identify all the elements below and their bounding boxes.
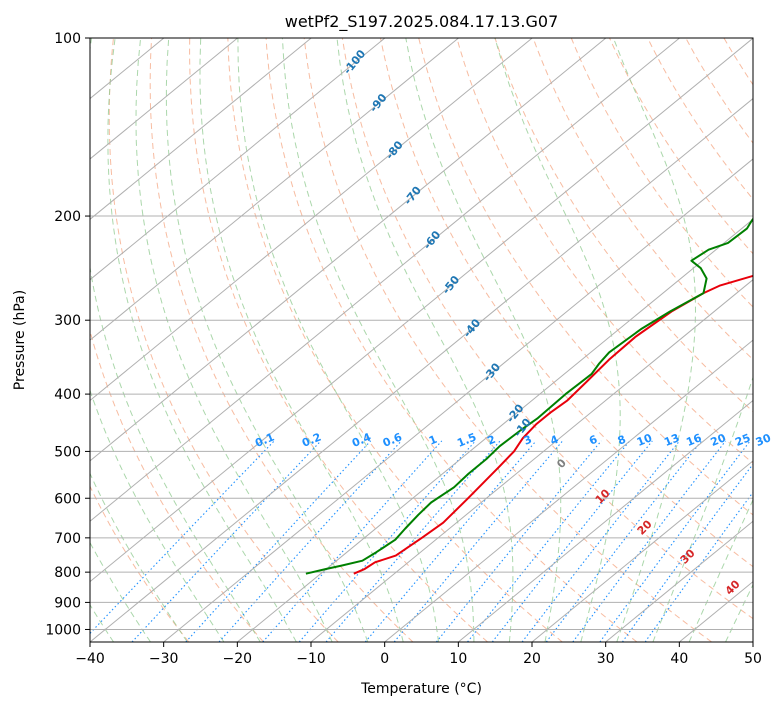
dry-adiabat-line bbox=[149, 38, 414, 642]
mixing-ratio-line bbox=[185, 440, 372, 642]
isotherm-line bbox=[531, 460, 753, 642]
isotherm-line bbox=[90, 38, 238, 160]
axes: −40 −30 −20 −10 0 10 20 30 40 50 100 200 300 400 500 60… bbox=[45, 31, 762, 667]
moist-adiabat-line bbox=[405, 38, 562, 642]
moist-adiabat-line bbox=[237, 38, 440, 642]
mixing-ratio-label: 13 bbox=[662, 431, 681, 449]
data-series bbox=[305, 217, 753, 575]
x-tick-label: −10 bbox=[296, 651, 326, 667]
dry-adiabat-line bbox=[303, 38, 712, 642]
x-tick-label: 10 bbox=[449, 651, 467, 667]
isotherm-line bbox=[90, 38, 386, 281]
moist-adiabat-line bbox=[90, 541, 151, 642]
y-tick-label: 800 bbox=[54, 565, 81, 581]
dry-adiabat-line bbox=[685, 38, 753, 144]
moist-adiabat-line bbox=[652, 375, 753, 642]
mixing-ratio-line bbox=[621, 463, 753, 642]
mixing-ratio-line bbox=[325, 440, 501, 642]
y-tick-label: 500 bbox=[54, 444, 81, 460]
x-tick-label: −40 bbox=[75, 651, 105, 667]
isotherm-line bbox=[605, 520, 753, 642]
mixing-ratio-label: 1 bbox=[427, 433, 439, 448]
y-tick-label: 200 bbox=[54, 209, 81, 225]
moist-adiabat-line bbox=[135, 38, 333, 642]
mixing-ratio-label: 25 bbox=[733, 431, 752, 449]
isotherm-line bbox=[90, 38, 607, 462]
dewpoint-profile-line bbox=[305, 217, 753, 575]
y-axis-label: Pressure (hPa) bbox=[12, 290, 28, 390]
isotherm-line bbox=[163, 158, 753, 642]
mixing-ratio-label: 8 bbox=[616, 433, 628, 448]
x-tick-label: 50 bbox=[744, 651, 762, 667]
dry-adiabat-line bbox=[90, 329, 264, 642]
mixing-ratio-line bbox=[599, 440, 751, 642]
moist-adiabat-line bbox=[90, 38, 261, 642]
isotherm-line bbox=[90, 38, 680, 522]
moist-adiabat-line bbox=[336, 38, 514, 642]
isotherm-line bbox=[90, 38, 533, 402]
chart-title: wetPf2_S197.2025.084.17.13.G07 bbox=[285, 12, 559, 32]
isotherm-line bbox=[90, 97, 753, 642]
isotherm-line bbox=[458, 399, 753, 642]
moist-adiabat-line bbox=[281, 38, 475, 642]
y-tick-label: 100 bbox=[54, 31, 81, 47]
mixing-ratio-label: 10 bbox=[635, 431, 654, 449]
dry-adiabat-line bbox=[90, 485, 190, 642]
x-tick-label: 40 bbox=[670, 651, 688, 667]
x-tick-label: 0 bbox=[380, 651, 389, 667]
isotherm-line bbox=[90, 38, 312, 220]
y-tick-label: 300 bbox=[54, 313, 81, 329]
isotherm-line bbox=[384, 339, 753, 642]
x-tick-label: −20 bbox=[223, 651, 253, 667]
plot-frame bbox=[89, 37, 754, 643]
dry-adiabat-line bbox=[494, 38, 753, 413]
mixing-ratio-label: 2 bbox=[486, 433, 498, 448]
mixing-ratio-line bbox=[90, 440, 275, 635]
mixing-ratio-label: 20 bbox=[709, 431, 728, 449]
y-tick-label: 600 bbox=[54, 491, 81, 507]
moist-adiabat-line bbox=[199, 38, 404, 642]
mixing-ratio-line bbox=[435, 440, 602, 642]
dry-adiabat-line bbox=[341, 38, 753, 620]
dry-adiabat-line bbox=[609, 38, 753, 255]
moist-adiabat-line bbox=[494, 38, 621, 642]
mixing-ratio-line bbox=[218, 440, 402, 642]
mixing-ratio-line bbox=[298, 440, 476, 642]
mixing-ratio-line bbox=[491, 440, 653, 642]
x-tick-label: −30 bbox=[149, 651, 179, 667]
y-tick-label: 700 bbox=[54, 531, 81, 547]
mixing-ratio-label: 16 bbox=[684, 431, 703, 449]
y-tick-label: 900 bbox=[54, 595, 81, 611]
mixing-ratio-line bbox=[521, 440, 680, 642]
mixing-ratio-label: 3 bbox=[522, 433, 534, 448]
dry-adiabat-line bbox=[227, 38, 563, 642]
mixing-ratio-label: 30 bbox=[754, 431, 773, 449]
y-tick-label: 1000 bbox=[45, 622, 81, 638]
isotherm-line bbox=[90, 38, 753, 583]
moist-adiabat-line bbox=[90, 472, 188, 642]
temperature-profile-line bbox=[353, 274, 753, 575]
x-tick-label: 30 bbox=[597, 651, 615, 667]
y-tick-label: 400 bbox=[54, 387, 81, 403]
dry-adiabat-line bbox=[108, 38, 339, 642]
mixing-ratio-line bbox=[262, 440, 443, 642]
x-tick-label: 20 bbox=[523, 651, 541, 667]
x-axis-label: Temperature (°C) bbox=[360, 681, 482, 697]
moist-adiabat-line bbox=[165, 38, 369, 642]
dry-adiabat-line bbox=[532, 38, 753, 361]
dry-adiabat-line bbox=[456, 38, 753, 464]
isotherm-line bbox=[310, 279, 753, 642]
dry-adiabat-line bbox=[380, 38, 753, 568]
isotherm-line bbox=[237, 218, 753, 642]
moist-adiabat-line bbox=[688, 498, 753, 642]
dry-adiabat-line bbox=[265, 38, 638, 642]
mixing-ratio-line bbox=[393, 440, 564, 642]
mixing-ratio-line bbox=[131, 440, 322, 642]
